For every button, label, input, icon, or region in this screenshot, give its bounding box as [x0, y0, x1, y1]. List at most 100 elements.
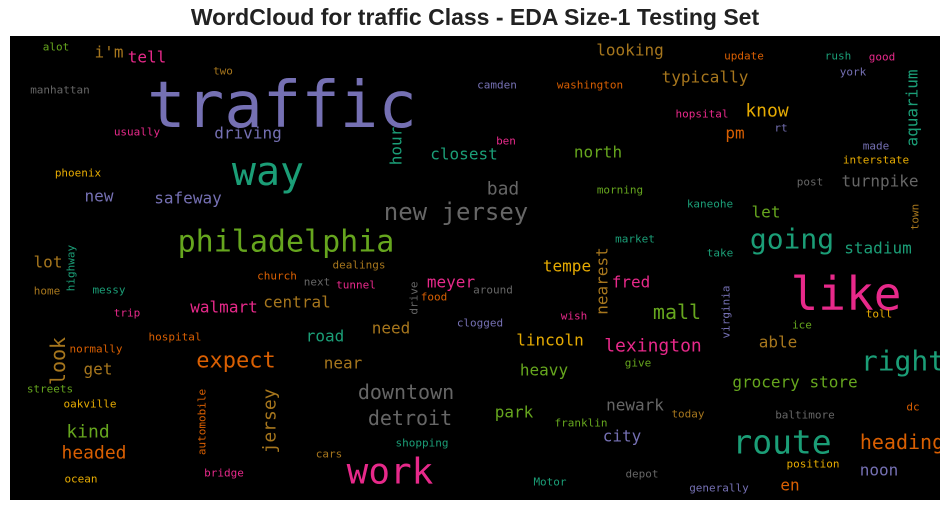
word-grocery-store: grocery store	[732, 373, 857, 392]
word-bridge: bridge	[204, 467, 244, 480]
word-traffic: traffic	[147, 69, 417, 143]
word-hospital: hospital	[149, 331, 202, 344]
word-tunnel: tunnel	[336, 279, 376, 292]
word-en: en	[780, 476, 799, 495]
word-wish: wish	[561, 310, 588, 323]
word-usually: usually	[114, 126, 161, 139]
word-ice: ice	[792, 319, 812, 332]
word-food: food	[421, 291, 448, 304]
word-road: road	[306, 327, 345, 346]
word-meyer: meyer	[427, 273, 476, 292]
word-manhattan: manhattan	[30, 84, 90, 97]
word-market: market	[615, 233, 655, 246]
word-town: town	[909, 204, 922, 231]
word-noon: noon	[860, 461, 899, 480]
word-home: home	[34, 285, 61, 298]
word-need: need	[372, 319, 411, 338]
word-ocean: ocean	[64, 473, 97, 486]
word-post: post	[797, 176, 824, 189]
word-dc: dc	[906, 401, 919, 414]
word-park: park	[495, 403, 534, 422]
word-baltimore: baltimore	[775, 409, 835, 422]
word-i-m: i'm	[95, 43, 124, 62]
word-two: two	[213, 65, 233, 78]
word-heavy: heavy	[520, 361, 569, 380]
word-route: route	[732, 423, 831, 462]
word-phoenix: phoenix	[55, 167, 102, 180]
word-take: take	[707, 247, 734, 260]
word-near: near	[324, 354, 363, 373]
word-get: get	[84, 360, 113, 379]
word-update: update	[724, 50, 764, 63]
word-alot: alot	[43, 41, 70, 54]
word-right: right	[861, 345, 940, 378]
word-able: able	[759, 333, 798, 352]
word-franklin: franklin	[555, 417, 608, 430]
word-around: around	[473, 284, 513, 297]
word-detroit: detroit	[368, 406, 452, 430]
word-hour: hour	[387, 126, 406, 165]
word-look: look	[46, 337, 70, 385]
word-trip: trip	[114, 307, 141, 320]
chart-title: WordCloud for traffic Class - EDA Size-1…	[190, 4, 760, 30]
word-dealings: dealings	[333, 259, 386, 272]
word-clogged: clogged	[457, 317, 503, 330]
word-interstate: interstate	[843, 154, 909, 167]
word-let: let	[752, 203, 781, 222]
word-typically: typically	[662, 68, 749, 87]
word-downtown: downtown	[358, 380, 454, 404]
word-central: central	[263, 293, 330, 312]
word-walmart: walmart	[190, 298, 257, 317]
word-philadelphia: philadelphia	[178, 225, 395, 260]
word-give: give	[625, 357, 652, 370]
word-pm: pm	[725, 124, 744, 143]
word-washington: washington	[557, 79, 623, 92]
word-made: made	[863, 140, 890, 153]
word-fred: fred	[612, 273, 651, 292]
word-cloud: traffic like way work route philadelphia going…	[10, 36, 940, 500]
word-know: know	[745, 101, 789, 122]
word-aquarium: aquarium	[903, 69, 922, 146]
word-turnpike: turnpike	[841, 172, 918, 191]
word-safeway: safeway	[154, 189, 222, 208]
word-rt: rt	[774, 122, 787, 135]
word-way: way	[232, 149, 304, 195]
word-jersey: jersey	[260, 388, 281, 453]
word-kind: kind	[66, 422, 109, 443]
word-ben: ben	[496, 135, 516, 148]
word-tell: tell	[128, 48, 167, 67]
word-city: city	[603, 427, 642, 446]
word-work: work	[347, 452, 434, 493]
word-tempe: tempe	[543, 257, 591, 276]
word-normally: normally	[70, 343, 123, 356]
word-shopping: shopping	[396, 437, 449, 450]
word-new-jersey: new jersey	[384, 198, 529, 226]
word-camden: camden	[477, 79, 517, 92]
word-stadium: stadium	[844, 239, 911, 258]
word-cloud-canvas: traffic like way work route philadelphia going…	[27, 41, 940, 495]
word-streets: streets	[27, 383, 73, 396]
word-lincoln: lincoln	[516, 331, 583, 350]
word-lexington: lexington	[604, 336, 702, 357]
word-messy: messy	[92, 284, 125, 297]
word-good: good	[869, 51, 896, 64]
word-nearest: nearest	[593, 247, 612, 314]
word-today: today	[671, 408, 704, 421]
word-lot: lot	[34, 253, 63, 272]
word-automobile: automobile	[196, 389, 209, 455]
word-motor: Motor	[533, 476, 566, 489]
word-position: position	[787, 458, 840, 471]
word-closest: closest	[430, 145, 497, 164]
word-like: like	[791, 267, 902, 321]
word-morning: morning	[597, 184, 643, 197]
word-new: new	[85, 187, 114, 206]
word-going: going	[750, 223, 834, 256]
word-north: north	[574, 143, 622, 162]
word-generally: generally	[689, 482, 749, 495]
word-hopsital: hopsital	[676, 108, 729, 121]
word-highway: highway	[65, 244, 78, 291]
word-newark: newark	[606, 396, 664, 415]
word-cars: cars	[316, 448, 343, 461]
word-drive: drive	[408, 281, 421, 314]
word-bad: bad	[487, 179, 520, 200]
